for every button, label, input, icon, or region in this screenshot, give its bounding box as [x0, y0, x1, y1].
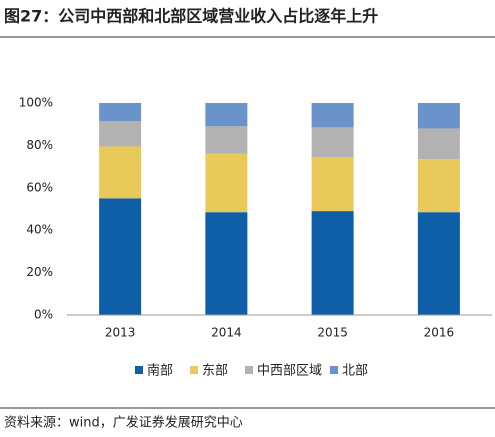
x-tick-label: 2014 — [211, 326, 242, 340]
bar-segment — [99, 198, 142, 315]
bar-segment — [417, 128, 460, 160]
legend-swatch — [190, 366, 198, 374]
legend-swatch — [135, 366, 143, 374]
legend-label: 东部 — [202, 364, 228, 379]
bar-segment — [311, 127, 354, 158]
source-note: 资料来源：wind，广发证券发展研究中心 — [4, 415, 243, 431]
y-tick-label: 0% — [34, 308, 53, 322]
bar-segment — [417, 103, 460, 129]
bar-segment — [311, 157, 354, 212]
legend-swatch — [330, 366, 338, 374]
y-tick-label: 20% — [26, 265, 53, 279]
bar-segment — [311, 211, 354, 315]
bar-segment — [99, 146, 142, 199]
bar-segment — [417, 159, 460, 213]
x-tick-label: 2016 — [424, 326, 455, 340]
bar-segment — [205, 126, 248, 154]
legend-label: 北部 — [342, 364, 368, 379]
bar-segment — [205, 212, 248, 315]
bar-segment — [311, 103, 354, 128]
bar-segment — [99, 121, 142, 147]
bar-segment — [205, 153, 248, 213]
y-tick-label: 40% — [26, 223, 53, 237]
legend-label: 中西部区域 — [257, 364, 322, 379]
legend-label: 南部 — [147, 363, 173, 379]
legend-swatch — [245, 366, 253, 374]
chart-title: 图27：公司中西部和北部区域营业收入占比逐年上升 — [4, 7, 378, 26]
y-tick-label: 100% — [19, 96, 53, 110]
bar-segment — [205, 103, 248, 127]
y-tick-label: 60% — [26, 180, 53, 194]
y-tick-label: 80% — [26, 138, 53, 152]
x-tick-label: 2013 — [105, 326, 136, 340]
bar-segment — [417, 212, 460, 315]
bar-segment — [99, 103, 142, 122]
x-tick-label: 2015 — [317, 326, 348, 340]
